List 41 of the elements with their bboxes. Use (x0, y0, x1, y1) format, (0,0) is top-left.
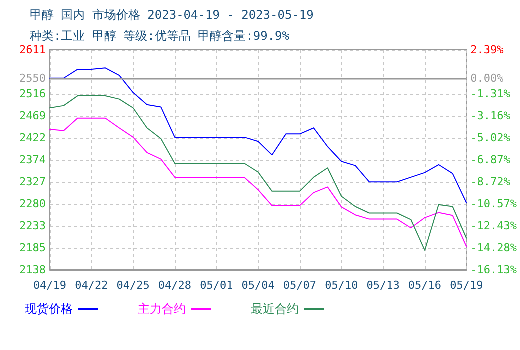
legend-label: 现货价格 (25, 302, 73, 316)
x-tick-label: 05/10 (325, 279, 358, 292)
y-tick-label: 2185 (20, 242, 46, 255)
y2-tick-label: -5.02% (470, 132, 511, 145)
y-tick-label: 2280 (20, 197, 46, 210)
x-tick-label: 05/04 (242, 279, 276, 292)
y-tick-label: 2233 (20, 219, 46, 232)
x-tick-label: 05/19 (450, 279, 484, 292)
x-tick-label: 05/07 (283, 279, 317, 292)
x-tick-label: 05/16 (408, 279, 442, 292)
y-tick-label: 2422 (20, 131, 46, 144)
line-series (50, 68, 468, 204)
y-tick-label: 2374 (20, 154, 46, 167)
y2-tick-label: 2.39% (470, 44, 504, 56)
y2-tick-label: 0.00% (470, 72, 504, 85)
y2-tick-label: -3.16% (470, 109, 511, 122)
y-tick-label: 2327 (20, 176, 46, 189)
y2-tick-label: -8.72% (470, 175, 511, 188)
y-tick-label: 2550 (20, 72, 46, 85)
y2-tick-label: -1.31% (470, 87, 511, 100)
y2-tick-label: -6.87% (470, 154, 511, 166)
line-series (50, 118, 468, 248)
x-tick-label: 04/28 (158, 279, 192, 292)
legend-label: 主力合约 (138, 302, 186, 316)
x-tick-label: 05/13 (366, 279, 400, 292)
x-tick-label: 04/22 (75, 279, 108, 292)
x-tick-label: 04/25 (116, 279, 150, 292)
chart-title: 甲醇 国内 市场价格 2023-04-19 - 2023-05-19 (30, 8, 314, 22)
y-tick-label: 2138 (20, 264, 46, 276)
legend-label: 最近合约 (251, 302, 299, 316)
y2-tick-label: -12.43% (470, 220, 518, 233)
y-tick-label: 2611 (20, 44, 46, 56)
y2-tick-label: -16.13% (470, 264, 518, 276)
x-tick-label: 05/01 (200, 279, 234, 292)
chart-subtitle: 种类:工业 甲醇 等级:优等品 甲醇含量:99.9% (30, 29, 290, 43)
y-tick-label: 2516 (20, 88, 46, 101)
x-tick-label: 04/19 (33, 279, 67, 292)
line-series (50, 96, 468, 251)
y2-tick-label: -14.28% (470, 242, 518, 255)
y-tick-label: 2469 (20, 110, 46, 123)
y2-tick-label: -10.57% (470, 197, 518, 210)
